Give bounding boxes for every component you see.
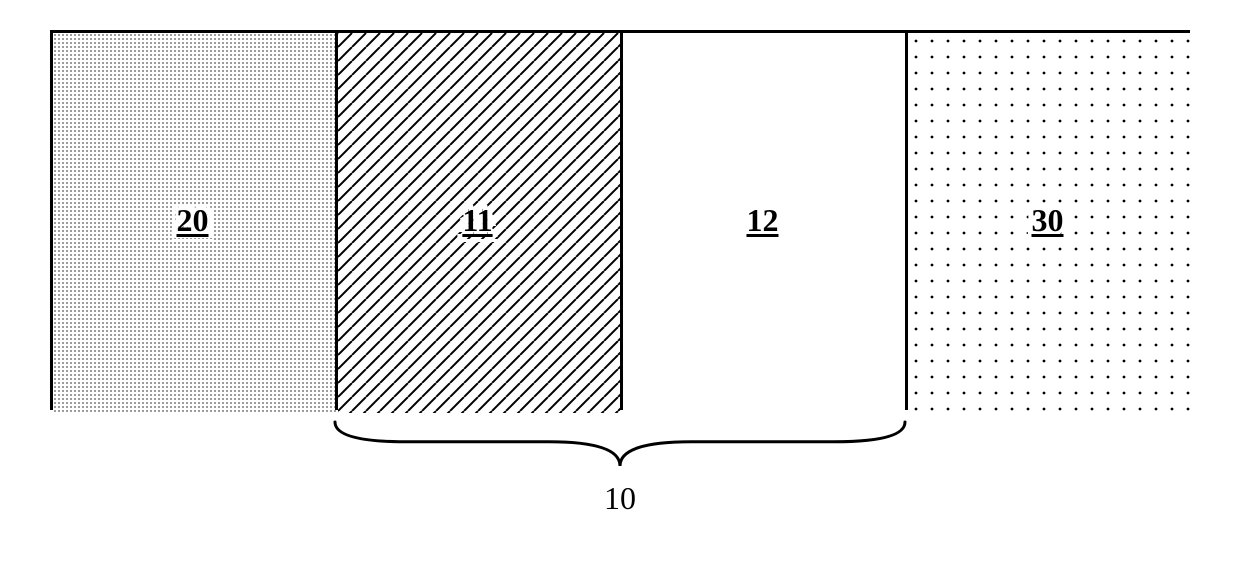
brace-label: 10 (580, 480, 660, 517)
region-label-30: 30 (1032, 202, 1064, 239)
region-label-20: 20 (177, 202, 209, 239)
region-label-11: 11 (462, 202, 492, 239)
region-11: 11 (335, 30, 620, 410)
diagram-stage: 10 20 11 12 30 (0, 0, 1240, 568)
region-30: 30 (905, 30, 1190, 410)
region-label-12: 12 (747, 202, 779, 239)
region-20: 20 (50, 30, 335, 410)
brace-label-text: 10 (604, 480, 636, 516)
grouping-brace (325, 418, 915, 482)
region-12: 12 (620, 30, 905, 410)
